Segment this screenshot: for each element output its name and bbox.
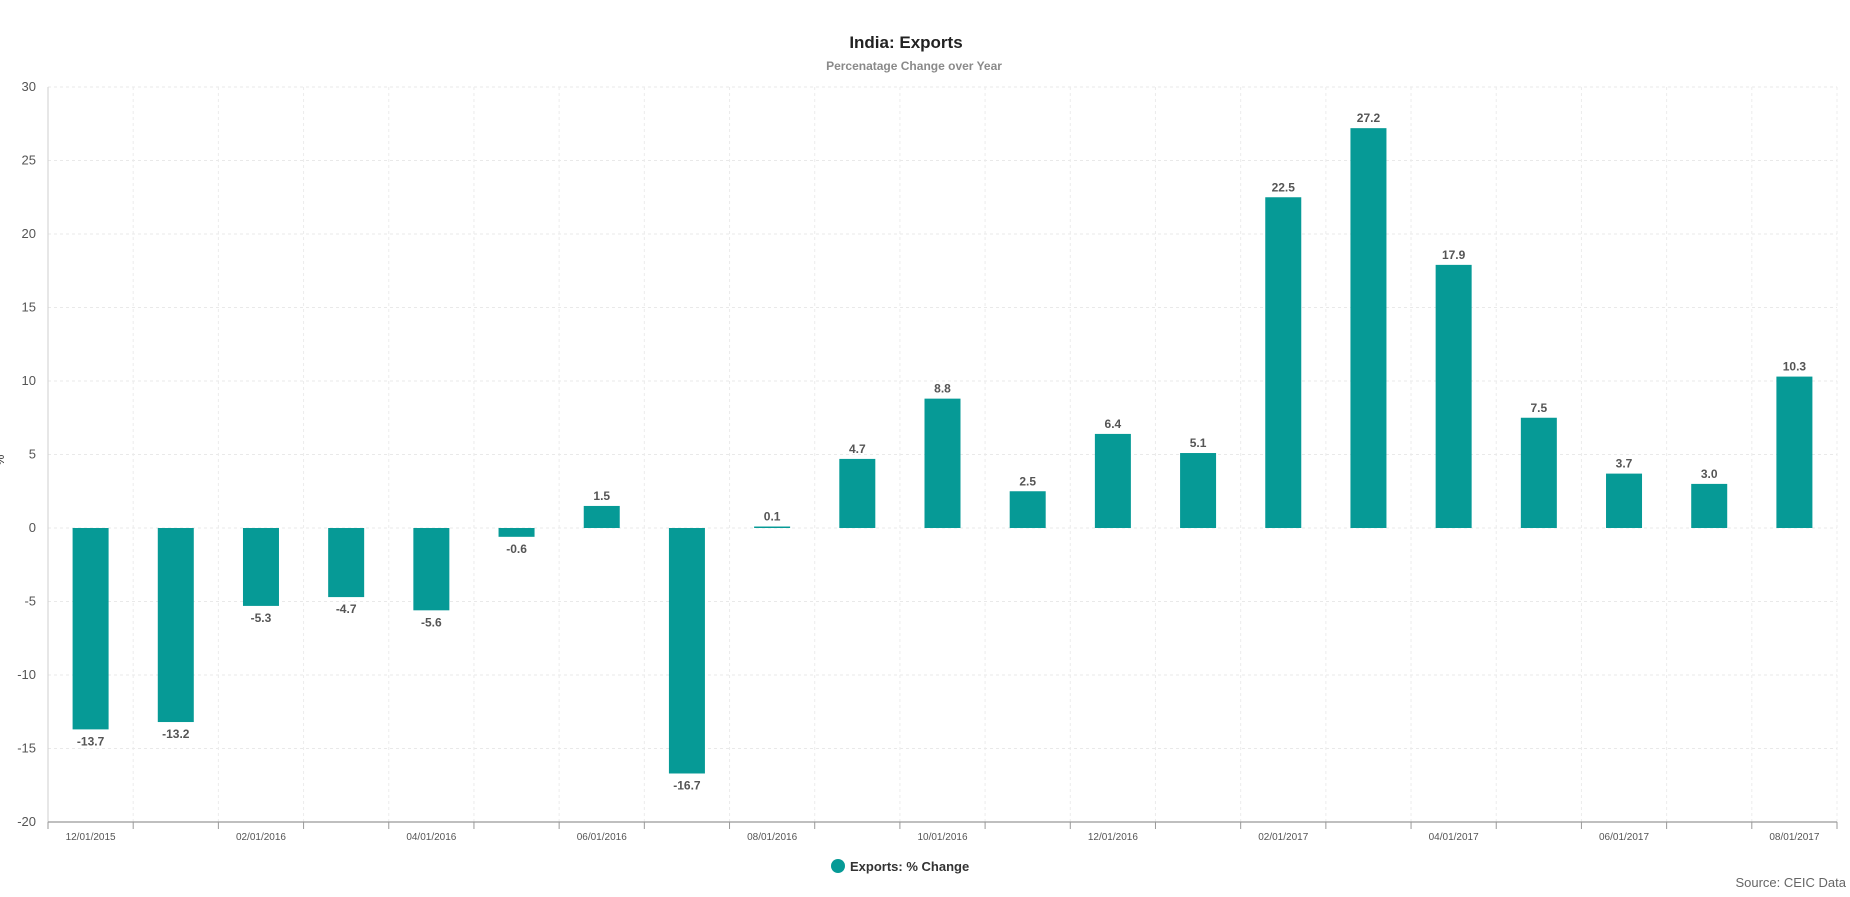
x-tick-label: 12/01/2016	[1088, 832, 1138, 843]
x-tick-label: 04/01/2017	[1429, 832, 1479, 843]
bar[interactable]	[328, 528, 365, 598]
y-axis-label: %	[0, 454, 7, 465]
data-label: -4.7	[336, 602, 357, 616]
x-tick-label: 10/01/2016	[917, 832, 967, 843]
bar[interactable]	[839, 458, 876, 528]
x-axis-ticks: 12/01/2015 02/01/2016 04/01/2016 06/01/2016…	[66, 832, 1820, 843]
x-tick-label: 08/01/2016	[747, 832, 797, 843]
data-label: -5.3	[251, 611, 272, 625]
data-label: -13.7	[77, 734, 105, 748]
bar[interactable]	[498, 528, 535, 537]
data-label: 1.5	[593, 489, 610, 503]
bar[interactable]	[157, 528, 194, 723]
data-label: 2.5	[1019, 474, 1036, 488]
y-tick-label: 0	[29, 520, 36, 535]
y-tick-label: 30	[22, 79, 36, 94]
y-tick-label: -10	[17, 667, 36, 682]
bar[interactable]	[583, 505, 620, 528]
y-axis-ticks: 30 25 20 15 10 5 0 -5 -10 -15 -20	[17, 79, 36, 829]
data-label: 6.4	[1105, 417, 1122, 431]
x-tick-label: 02/01/2016	[236, 832, 286, 843]
chart-subtitle: Percenatage Change over Year	[826, 59, 1002, 73]
bar[interactable]	[242, 528, 279, 606]
data-label: -0.6	[506, 542, 527, 556]
data-label: 17.9	[1442, 248, 1466, 262]
bar[interactable]	[1094, 433, 1131, 528]
x-tick-label: 08/01/2017	[1769, 832, 1819, 843]
data-label: 3.0	[1701, 467, 1718, 481]
axes	[47, 87, 1838, 829]
y-tick-label: 15	[22, 300, 36, 315]
x-tick-label: 06/01/2016	[577, 832, 627, 843]
bar[interactable]	[1776, 376, 1813, 528]
data-label: 8.8	[934, 382, 951, 396]
bar[interactable]	[413, 528, 450, 611]
data-labels: -13.7 -13.2 -5.3 -4.7 -5.6 -0.6 1.5 -16.7 0.1 4.7…	[77, 111, 1806, 792]
data-label: 5.1	[1190, 436, 1207, 450]
data-label: -16.7	[673, 778, 701, 792]
x-tick-label: 12/01/2015	[66, 832, 116, 843]
x-tick-label: 04/01/2016	[406, 832, 456, 843]
bar[interactable]	[1009, 491, 1046, 528]
bar[interactable]	[1606, 473, 1643, 528]
x-tick-label: 02/01/2017	[1258, 832, 1308, 843]
y-tick-label: 5	[29, 447, 36, 462]
legend-marker	[831, 859, 845, 873]
y-tick-label: 20	[22, 226, 36, 241]
data-label: 3.7	[1616, 457, 1633, 471]
data-label: 27.2	[1357, 111, 1381, 125]
legend[interactable]: Exports: % Change	[831, 859, 969, 874]
bar[interactable]	[924, 398, 961, 528]
source-credit: Source: CEIC Data	[1735, 875, 1846, 890]
data-label: 0.1	[764, 510, 781, 524]
bar[interactable]	[1435, 264, 1472, 528]
data-label: 10.3	[1783, 360, 1807, 374]
bar[interactable]	[1180, 453, 1217, 528]
bar[interactable]	[754, 526, 791, 528]
y-tick-label: 25	[22, 153, 36, 168]
y-tick-label: -15	[17, 741, 36, 756]
bars	[72, 128, 1813, 774]
y-tick-label: -20	[17, 814, 36, 829]
bar[interactable]	[1691, 483, 1728, 528]
data-label: 22.5	[1272, 180, 1296, 194]
data-label: 7.5	[1530, 401, 1547, 415]
y-tick-label: -5	[24, 594, 36, 609]
x-tick-label: 06/01/2017	[1599, 832, 1649, 843]
bar[interactable]	[72, 528, 109, 730]
bar[interactable]	[1520, 417, 1557, 528]
data-label: 4.7	[849, 442, 866, 456]
bar[interactable]	[668, 528, 705, 774]
y-tick-label: 10	[22, 373, 36, 388]
bar[interactable]	[1350, 128, 1387, 528]
chart-title: India: Exports	[849, 33, 962, 52]
legend-label: Exports: % Change	[850, 859, 969, 874]
data-label: -13.2	[162, 727, 190, 741]
bar[interactable]	[1265, 197, 1302, 528]
data-label: -5.6	[421, 615, 442, 629]
